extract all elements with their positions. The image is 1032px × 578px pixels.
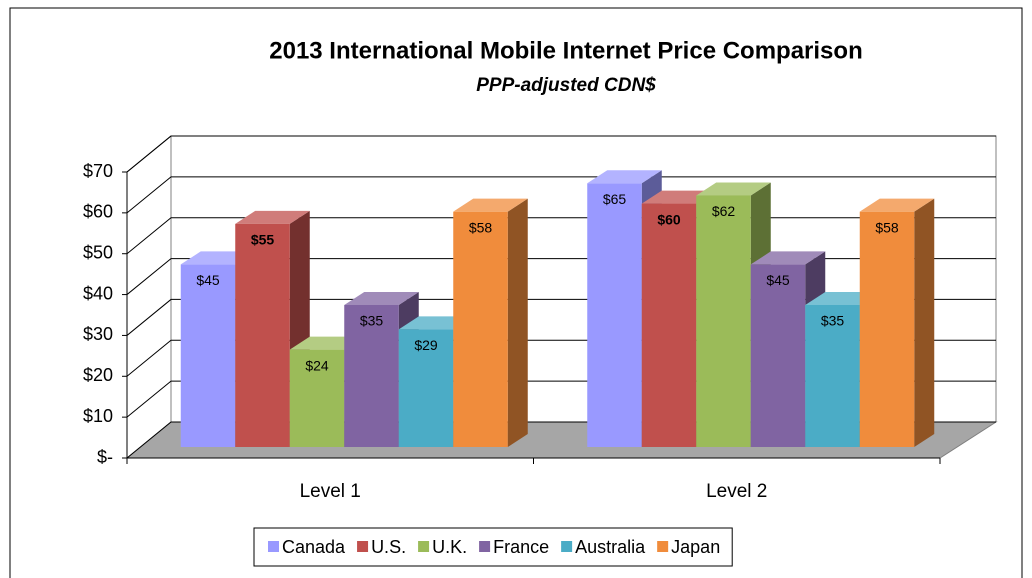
bar-front <box>344 305 399 447</box>
y-tick-label: $- <box>97 447 113 467</box>
legend-swatch <box>657 541 669 552</box>
x-tick-label: Level 1 <box>300 481 361 502</box>
legend-swatch <box>479 541 491 552</box>
legend-label: Japan <box>671 537 720 557</box>
legend-box <box>253 527 733 567</box>
value-label: $24 <box>305 357 329 373</box>
bar <box>859 198 935 447</box>
bar-side <box>507 198 528 447</box>
bar-front <box>235 223 290 447</box>
bar-front <box>453 211 508 447</box>
y-tick-label: $30 <box>83 324 113 344</box>
value-label: $62 <box>712 203 736 219</box>
legend-label: U.S. <box>371 537 406 557</box>
legend-swatch <box>268 541 279 552</box>
value-label: $58 <box>469 219 493 235</box>
value-label: $29 <box>414 337 438 353</box>
grid-line <box>126 176 996 214</box>
legend-label: U.K. <box>432 537 467 557</box>
bar-top <box>453 198 528 212</box>
bar-top <box>750 251 826 265</box>
x-tick-label: Level 2 <box>706 481 767 502</box>
value-label: $45 <box>196 272 220 288</box>
bar-top <box>344 292 419 305</box>
bar-top <box>696 182 771 196</box>
grid-line <box>126 135 996 173</box>
legend-swatch <box>418 541 430 552</box>
bar-front <box>289 349 345 447</box>
legend-label: Canada <box>282 537 346 557</box>
legend-swatch <box>357 541 369 552</box>
y-tick-label: $70 <box>83 161 113 181</box>
bar-front <box>805 305 860 447</box>
legend-swatch <box>561 541 573 552</box>
y-tick-label: $20 <box>83 365 113 385</box>
y-tick-label: $10 <box>83 406 113 426</box>
bar-front <box>587 183 642 448</box>
bar-front <box>859 211 915 447</box>
value-label: $45 <box>766 272 790 288</box>
bar-front <box>180 264 236 447</box>
bar-front <box>641 203 697 447</box>
value-label: $55 <box>251 232 275 248</box>
y-tick-label: $60 <box>83 202 113 222</box>
value-label: $35 <box>360 313 384 329</box>
bar-front <box>696 195 751 447</box>
value-label: $58 <box>875 219 899 235</box>
value-label: $35 <box>821 313 845 329</box>
bar-front <box>398 329 454 447</box>
bar-front <box>750 264 806 447</box>
bar-top <box>235 210 310 224</box>
bar-top <box>587 170 662 184</box>
value-label: $60 <box>657 211 681 227</box>
chart-title: 2013 International Mobile Internet Price… <box>269 37 862 64</box>
value-label: $65 <box>603 191 627 207</box>
bar <box>453 198 528 447</box>
bar-side <box>914 198 935 447</box>
bar-top <box>859 198 935 212</box>
y-tick-label: $40 <box>83 283 113 303</box>
legend-label: France <box>493 537 549 557</box>
bar <box>696 182 771 447</box>
y-tick-label: $50 <box>83 242 113 262</box>
legend-label: Australia <box>575 537 646 557</box>
chart-subtitle: PPP-adjusted CDN$ <box>476 75 656 96</box>
